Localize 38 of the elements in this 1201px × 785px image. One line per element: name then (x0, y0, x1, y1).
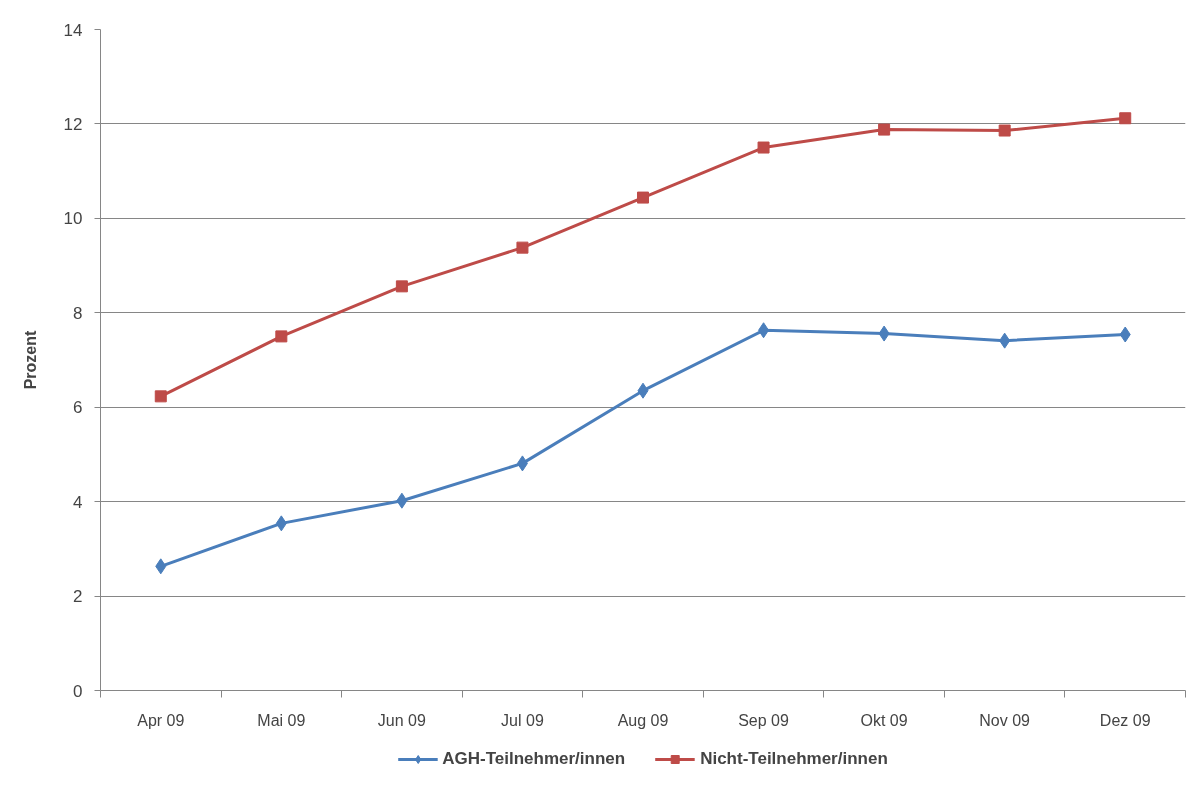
point (998, 124, 1011, 137)
point (396, 492, 408, 509)
point (155, 558, 167, 575)
y-tick-label: 14 (63, 20, 83, 40)
point (757, 141, 770, 154)
point (1119, 326, 1131, 343)
point (637, 191, 649, 204)
x-tick-label: Jul 09 (501, 711, 544, 729)
y-tick-label: 12 (63, 114, 83, 134)
y-tick-label: 4 (73, 492, 83, 512)
point (395, 280, 408, 293)
point (154, 390, 167, 403)
x-tick-label: Sep 09 (738, 711, 790, 729)
point (758, 322, 770, 339)
y-tick-label: 10 (63, 209, 83, 229)
point (878, 123, 891, 136)
y-tick-label: 2 (73, 587, 83, 607)
x-tick-label: Okt 09 (860, 711, 908, 729)
point (275, 515, 287, 532)
y-tick-label: 6 (73, 398, 83, 418)
x-tick-label: Jun 09 (377, 711, 427, 729)
legend-label: AGH-Teilnehmer/innen (442, 748, 626, 769)
x-tick-label: Aug 09 (617, 711, 669, 729)
point (275, 330, 288, 343)
legend-label: Nicht-Teilnehmer/innen (700, 748, 888, 769)
x-tick-label: Apr 09 (137, 711, 185, 729)
y-tick-label: 8 (73, 303, 83, 323)
point (878, 325, 890, 342)
point (999, 332, 1011, 349)
point (1119, 112, 1132, 125)
point (516, 241, 529, 254)
y-axis-title: Prozent (21, 329, 39, 390)
point (516, 455, 528, 472)
x-tick-label: Mai 09 (257, 711, 306, 729)
x-tick-label: Nov 09 (979, 711, 1031, 729)
x-tick-label: Dez 09 (1099, 711, 1151, 729)
y-tick-label: 0 (73, 681, 83, 701)
point (637, 382, 649, 399)
